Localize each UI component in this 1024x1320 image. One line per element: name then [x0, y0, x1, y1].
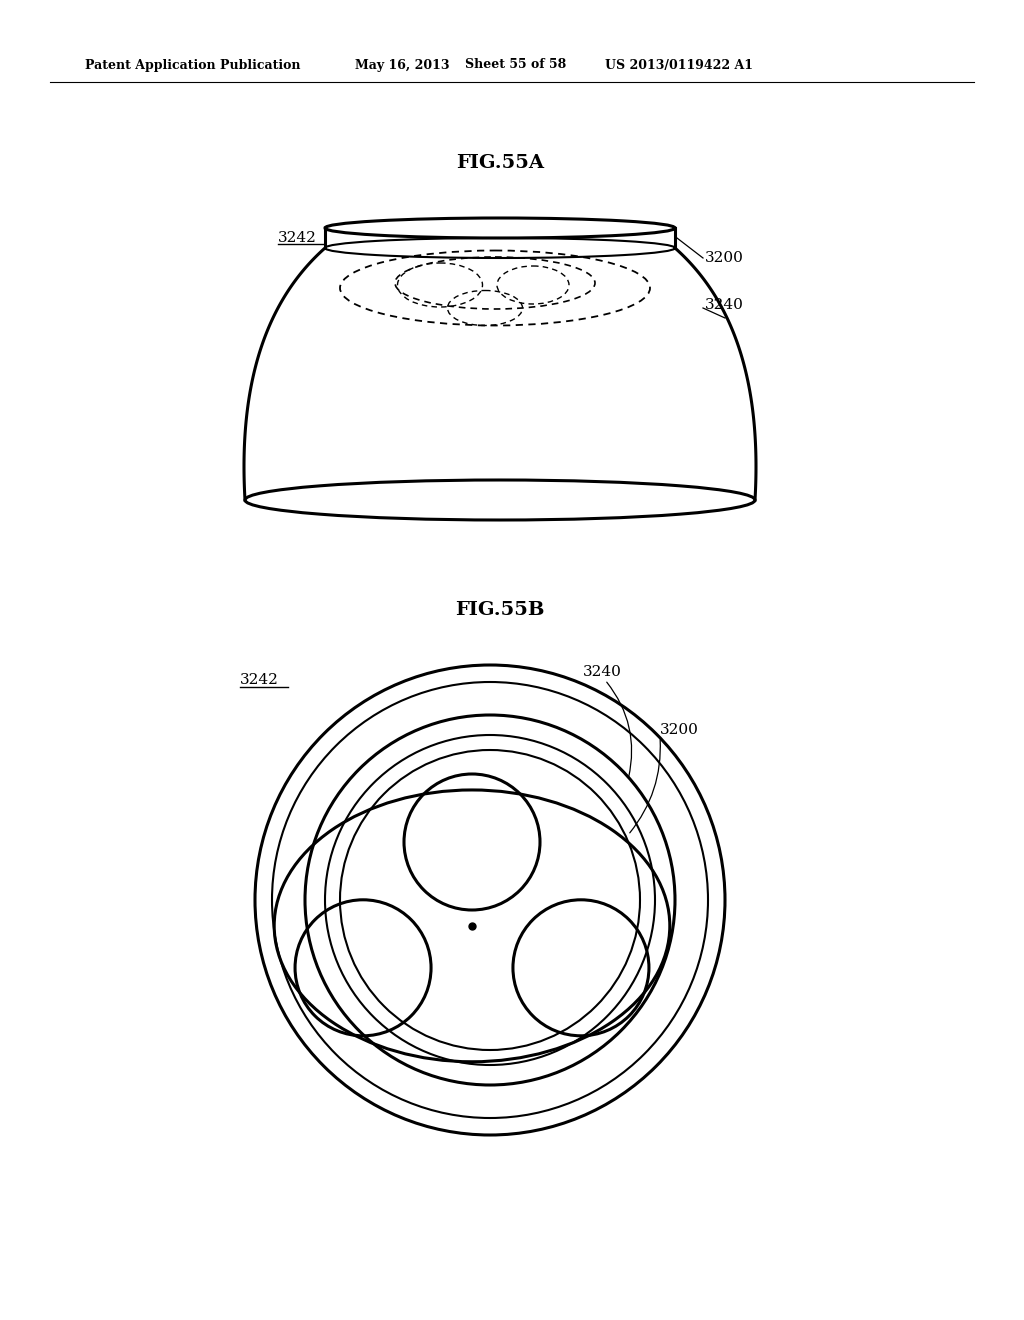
Text: 3242: 3242: [240, 673, 279, 686]
Text: 3240: 3240: [583, 665, 622, 678]
Text: 3240: 3240: [705, 298, 743, 312]
Text: FIG.55B: FIG.55B: [456, 601, 545, 619]
Text: US 2013/0119422 A1: US 2013/0119422 A1: [605, 58, 753, 71]
Text: Sheet 55 of 58: Sheet 55 of 58: [465, 58, 566, 71]
Text: 3200: 3200: [660, 723, 698, 737]
Text: 3200: 3200: [705, 251, 743, 265]
Text: 3242: 3242: [278, 231, 316, 246]
Text: Patent Application Publication: Patent Application Publication: [85, 58, 300, 71]
Text: May 16, 2013: May 16, 2013: [355, 58, 450, 71]
Text: FIG.55A: FIG.55A: [456, 154, 544, 172]
